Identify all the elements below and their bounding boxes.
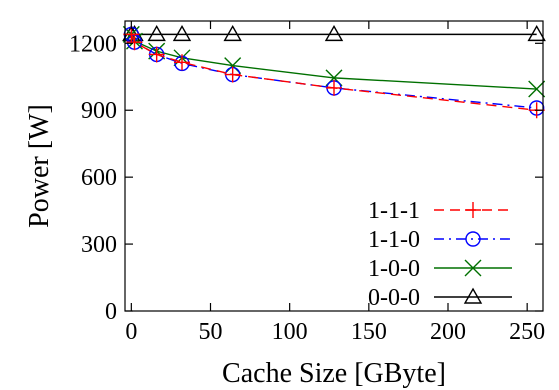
data-point	[172, 24, 192, 42]
data-point	[126, 34, 143, 51]
data-point	[148, 46, 165, 63]
x-axis-label: Cache Size [GByte]	[222, 358, 446, 389]
series-line	[130, 34, 537, 109]
y-tick-label: 300	[81, 232, 117, 258]
series-0-0-0	[122, 24, 546, 42]
legend-marker	[465, 202, 481, 218]
data-point	[174, 54, 190, 71]
x-tick-label: 50	[199, 319, 223, 345]
x-tick-label: 200	[430, 319, 466, 345]
legend-item: 0-0-0	[368, 285, 512, 311]
axis-ticks: 0 50 100 150 200 250 0 300 600 900 1200	[69, 21, 545, 345]
legend-item: 1-1-0	[368, 227, 512, 253]
legend-label: 0-0-0	[368, 285, 420, 311]
data-point	[326, 79, 342, 96]
legend-item: 1-0-0	[368, 256, 512, 282]
x-tick-label: 250	[509, 319, 545, 345]
series-line	[130, 34, 537, 111]
legend-marker	[464, 259, 482, 277]
y-tick-label: 1200	[69, 31, 117, 57]
data-point	[147, 24, 166, 42]
legend-marker	[465, 231, 481, 247]
series-1-1-1	[123, 26, 545, 119]
data-point	[324, 24, 344, 42]
y-tick-label: 0	[105, 299, 117, 325]
x-tick-label: 100	[272, 319, 308, 345]
data-point	[123, 26, 140, 43]
legend-label: 1-1-1	[368, 198, 420, 224]
data-point	[223, 24, 242, 42]
y-tick-label: 600	[81, 165, 117, 191]
data-point	[528, 80, 546, 98]
legend-item: 1-1-1	[368, 198, 512, 224]
x-tick-label: 150	[351, 319, 387, 345]
legend: 1-1-1 1-1-0 1-0-0 0-0-0	[368, 198, 512, 311]
x-tick-label: 0	[125, 319, 137, 345]
legend-marker	[463, 287, 483, 304]
data-point	[224, 66, 241, 83]
y-axis-label: Power [W]	[24, 104, 55, 228]
data-point	[527, 24, 546, 42]
legend-label: 1-0-0	[368, 256, 420, 282]
chart-marks	[122, 24, 546, 119]
y-tick-label: 900	[81, 98, 117, 124]
plot-frame	[124, 20, 544, 312]
legend-label: 1-1-0	[368, 227, 420, 253]
